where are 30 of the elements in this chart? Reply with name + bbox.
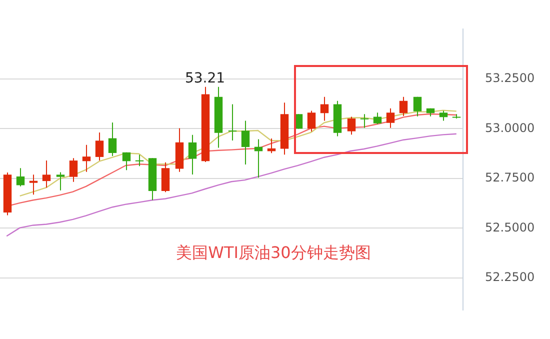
candlestick — [386, 108, 395, 128]
candlestick — [320, 96, 329, 122]
candlestick — [122, 152, 131, 171]
candlestick — [307, 110, 316, 132]
candlestick — [360, 114, 369, 128]
candlestick — [108, 122, 117, 156]
candlestick — [439, 110, 448, 122]
annotation: 美国WTI原油30分钟走势图 — [176, 242, 371, 262]
candlestick — [399, 96, 408, 116]
y-tick-label: 52.5000 — [485, 220, 535, 234]
candlestick — [228, 104, 237, 141]
candlestick — [413, 96, 422, 117]
y-tick-label: 53.0000 — [485, 120, 535, 135]
candlestick — [135, 154, 144, 167]
candlestick — [69, 158, 78, 182]
candlestick — [373, 112, 382, 125]
candlestick — [188, 134, 197, 175]
candlestick — [29, 174, 38, 196]
y-tick-label: 53.2500 — [485, 71, 535, 86]
candlestick — [347, 116, 356, 136]
candlestick — [16, 168, 25, 187]
candlestick — [42, 160, 51, 188]
candlestick — [241, 120, 250, 166]
y-tick-label: 52.2500 — [485, 270, 535, 284]
candlestick — [82, 144, 91, 172]
annotation: 53.21 — [184, 70, 226, 87]
candlestick — [161, 162, 170, 193]
y-tick-label: 52.7500 — [485, 170, 535, 185]
candlestick — [56, 172, 65, 191]
candlestick — [95, 132, 104, 162]
